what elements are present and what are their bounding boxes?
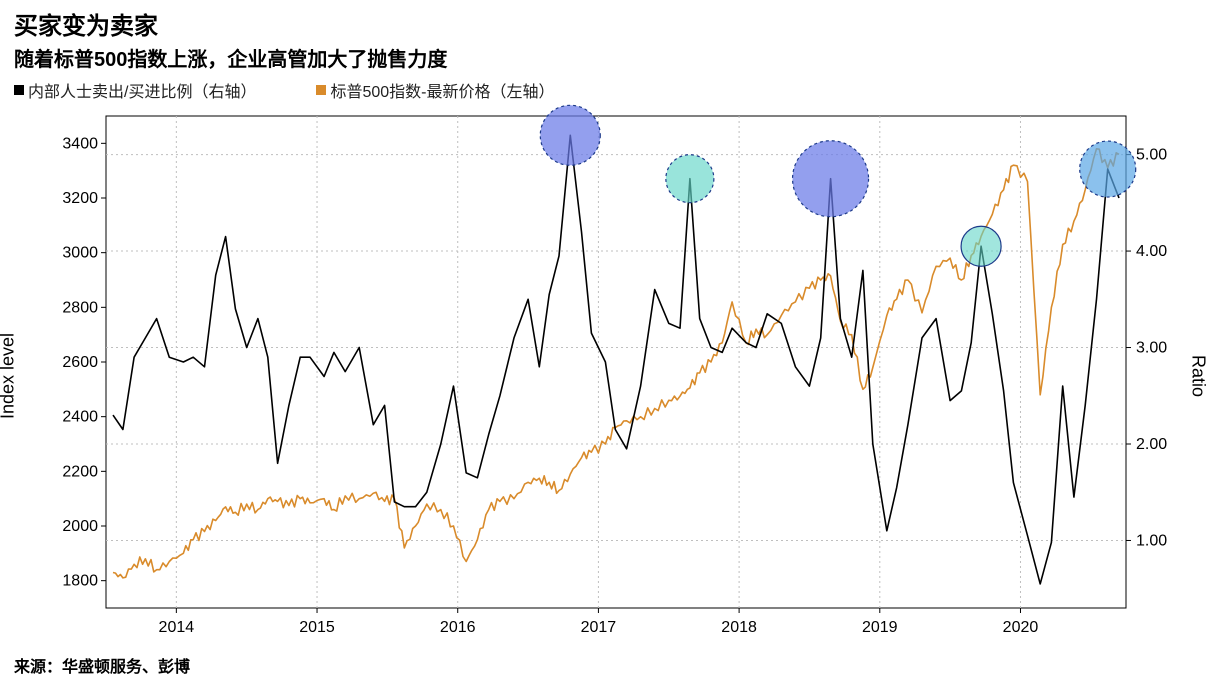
svg-text:4.00: 4.00 [1136, 243, 1167, 260]
svg-text:2019: 2019 [862, 619, 898, 636]
svg-text:1800: 1800 [62, 573, 98, 590]
chart-svg: 1.00 2.00 3.00 4.00 5.00 1800 2000 2200 2400 2600… [14, 102, 1192, 649]
legend-swatch-sp500 [316, 85, 326, 95]
svg-text:2800: 2800 [62, 299, 98, 316]
source-text: 来源：华盛顿服务、彭博 [14, 653, 190, 677]
chart-area: Index level Ratio 1.002.003.004.005.0018… [14, 102, 1192, 649]
legend: 内部人士卖出/买进比例（右轴） 标普500指数-最新价格（左轴） [0, 72, 1206, 102]
svg-text:2200: 2200 [62, 463, 98, 480]
svg-text:2015: 2015 [299, 619, 335, 636]
legend-label-sp500: 标普500指数-最新价格（左轴） [330, 78, 554, 102]
svg-text:2017: 2017 [581, 619, 617, 636]
svg-text:2400: 2400 [62, 409, 98, 426]
svg-text:2.00: 2.00 [1136, 436, 1167, 453]
svg-text:2018: 2018 [721, 619, 757, 636]
svg-text:2600: 2600 [62, 354, 98, 371]
chart-subtitle: 随着标普500指数上涨，企业高管加大了抛售力度 [0, 41, 1206, 72]
svg-text:3400: 3400 [62, 135, 98, 152]
y-right-axis-label: Ratio [1188, 354, 1206, 396]
svg-text:3200: 3200 [62, 190, 98, 207]
y-left-axis-label: Index level [0, 332, 19, 418]
legend-item-ratio: 内部人士卖出/买进比例（右轴） [14, 78, 256, 102]
svg-text:2020: 2020 [1003, 619, 1039, 636]
chart-title: 买家变为卖家 [0, 0, 1206, 41]
svg-text:2000: 2000 [62, 518, 98, 535]
svg-text:2014: 2014 [159, 619, 195, 636]
legend-label-ratio: 内部人士卖出/买进比例（右轴） [28, 78, 256, 102]
svg-text:5.00: 5.00 [1136, 147, 1167, 164]
svg-text:3.00: 3.00 [1136, 340, 1167, 357]
svg-text:2016: 2016 [440, 619, 476, 636]
svg-text:3000: 3000 [62, 245, 98, 262]
legend-item-sp500: 标普500指数-最新价格（左轴） [316, 78, 554, 102]
svg-text:1.00: 1.00 [1136, 532, 1167, 549]
legend-swatch-ratio [14, 85, 24, 95]
